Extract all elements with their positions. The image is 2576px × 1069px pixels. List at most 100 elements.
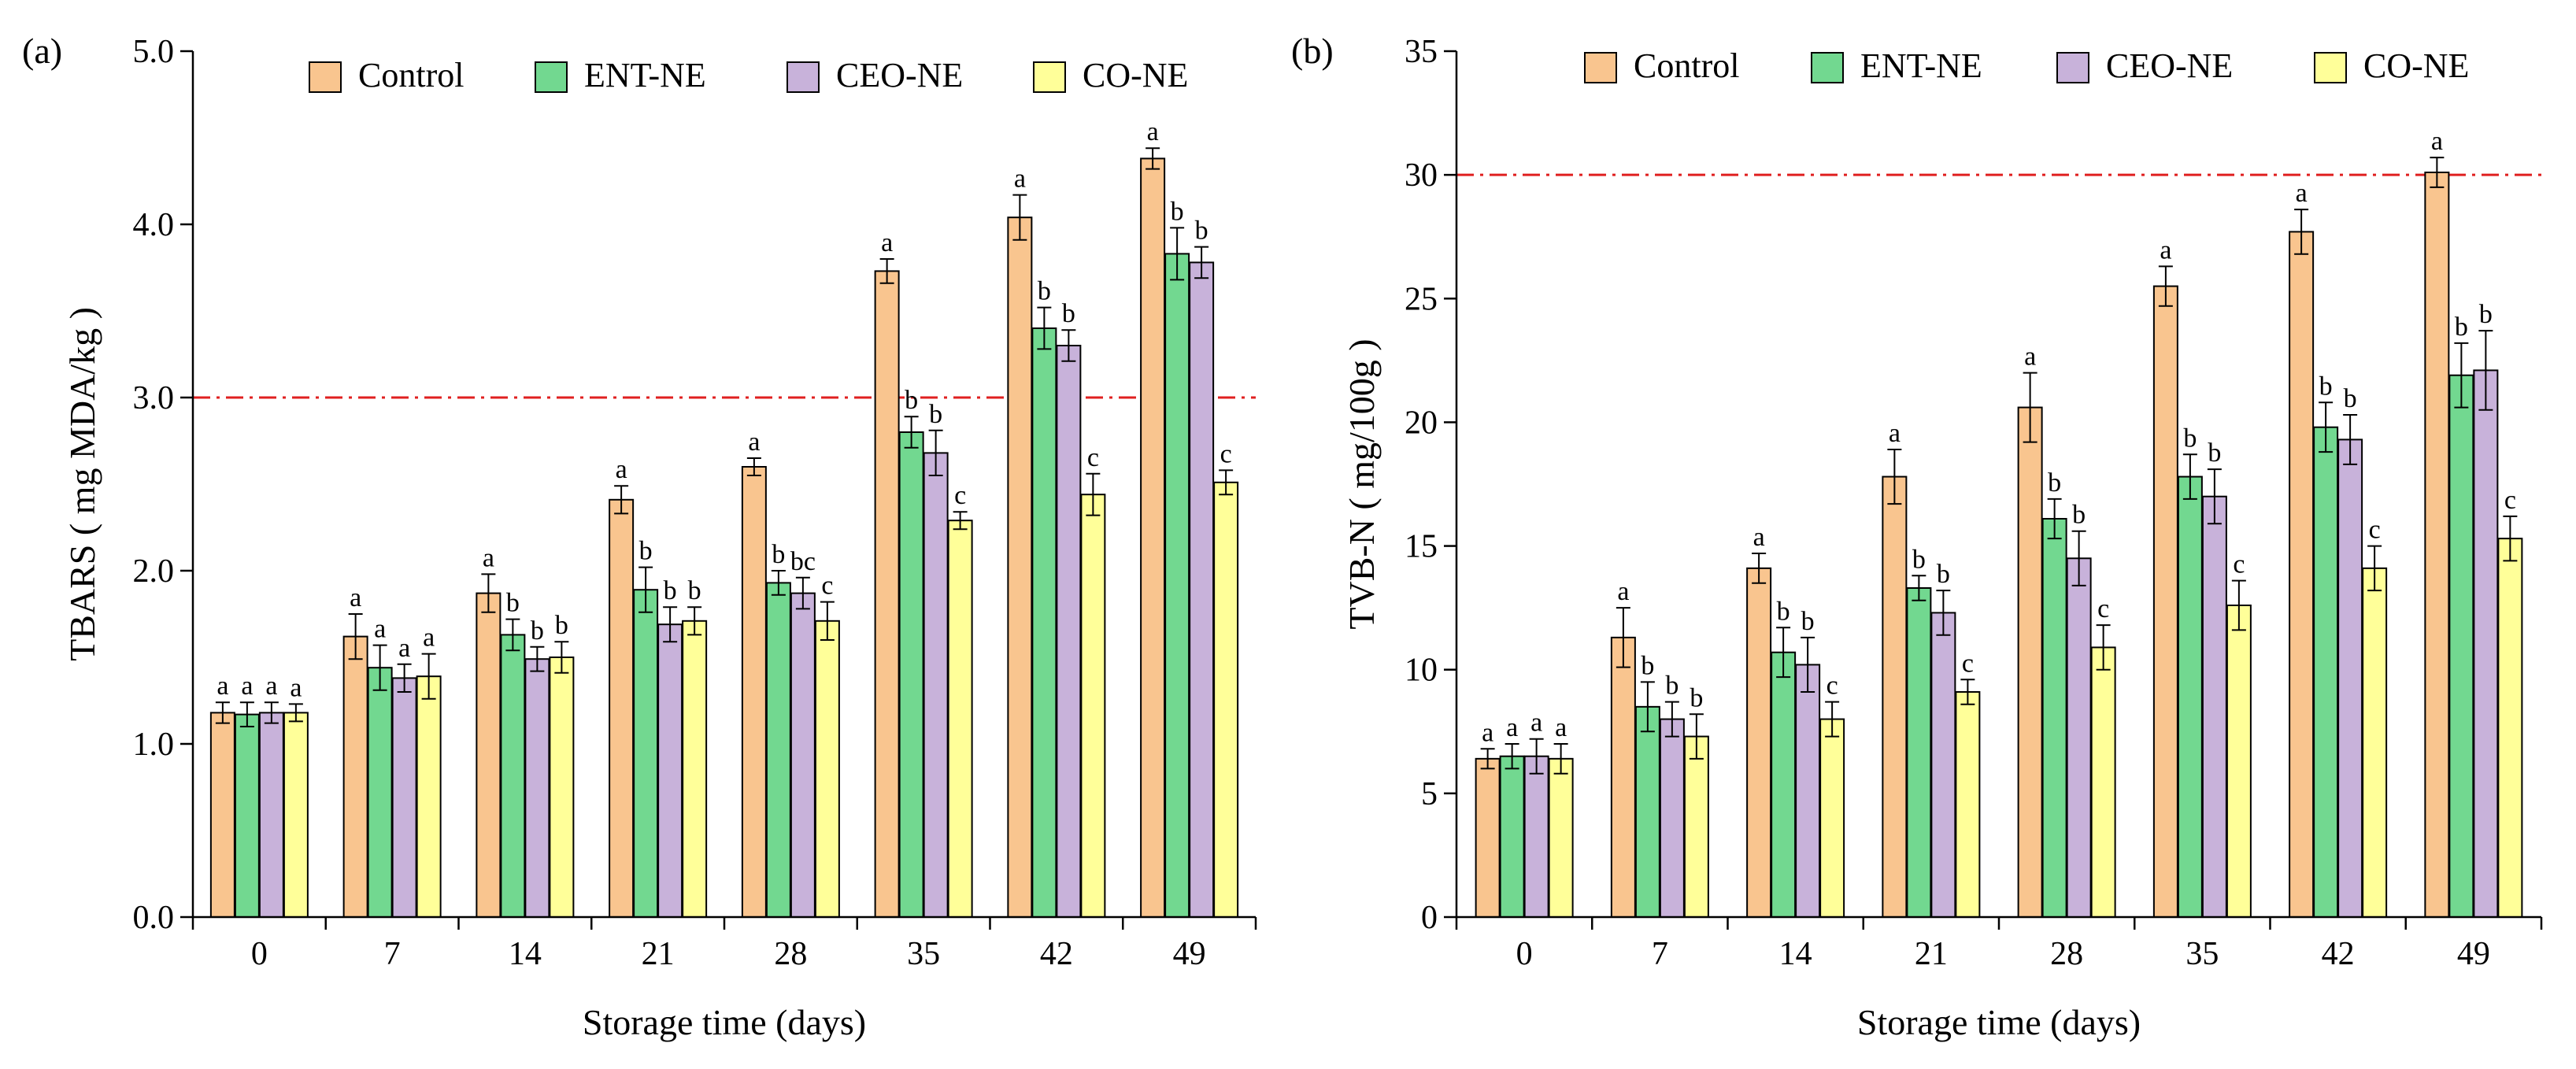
significance-label: a (423, 623, 435, 653)
x-tick-label: 7 (384, 936, 401, 972)
significance-label: c (1962, 649, 1974, 678)
significance-label: b (664, 576, 677, 605)
bar (1031, 327, 1057, 918)
significance-label: b (2048, 468, 2061, 498)
y-tick-label: 1.0 (133, 727, 175, 763)
significance-label: a (374, 615, 386, 644)
significance-label: b (531, 616, 544, 645)
bar (1548, 757, 1574, 918)
significance-label: c (1827, 671, 1838, 701)
x-tick-label: 49 (1173, 936, 1206, 972)
significance-label: b (929, 400, 942, 429)
significance-label: a (1753, 523, 1765, 552)
legend-swatch (2056, 52, 2089, 83)
x-tick-label: 42 (1040, 936, 1073, 972)
bar (1771, 651, 1797, 918)
significance-label: c (821, 571, 833, 601)
bar (1795, 664, 1821, 919)
y-tick-label: 25 (1405, 281, 1438, 317)
bar (2177, 475, 2203, 918)
panel-label: (b) (1291, 31, 1334, 71)
significance-label: c (2233, 550, 2245, 579)
significance-label: a (217, 671, 228, 701)
significance-label: b (772, 540, 785, 569)
significance-label: b (1171, 197, 1184, 226)
bar (947, 520, 973, 918)
significance-label: a (1506, 713, 1518, 742)
significance-label: a (398, 634, 410, 663)
legend-swatch (535, 61, 568, 93)
significance-label: a (265, 671, 277, 701)
x-axis-title: Storage time (days) (1857, 1002, 2141, 1042)
bar (283, 712, 309, 919)
bar (1882, 475, 1908, 918)
significance-label: a (881, 228, 893, 257)
bar (2090, 646, 2116, 919)
significance-label: a (1014, 165, 1026, 194)
bar (2362, 567, 2388, 918)
bar (2497, 538, 2523, 919)
significance-label: b (2183, 424, 2197, 453)
bar (609, 498, 635, 918)
x-tick-label: 42 (2322, 936, 2355, 972)
bar (1164, 253, 1190, 918)
bar (549, 657, 575, 918)
bar (2066, 557, 2092, 918)
bar (1007, 216, 1033, 918)
bar (633, 589, 659, 918)
legend-label: ENT-NE (584, 56, 706, 94)
significance-label: a (350, 583, 361, 612)
bar (367, 667, 393, 918)
significance-label: b (2072, 501, 2086, 530)
legend-label: Control (1634, 46, 1739, 85)
y-tick-label: 4.0 (133, 207, 175, 243)
significance-label: a (748, 427, 760, 457)
y-tick-label: 30 (1405, 157, 1438, 194)
significance-label: b (1801, 607, 1815, 636)
significance-label: b (2455, 313, 2468, 342)
y-tick-label: 2.0 (133, 553, 175, 590)
bar (2226, 605, 2252, 918)
x-tick-label: 0 (251, 936, 268, 972)
significance-label: a (2296, 179, 2308, 208)
significance-label: a (1889, 419, 1901, 448)
bar (1056, 345, 1082, 918)
y-tick-label: 10 (1405, 653, 1438, 689)
bar (209, 712, 235, 919)
significance-label: b (1937, 560, 1950, 589)
bar (682, 620, 708, 918)
bar (2313, 426, 2339, 918)
bar (1634, 705, 1660, 918)
x-tick-label: 28 (2050, 936, 2083, 972)
y-tick-label: 0.0 (133, 900, 175, 936)
significance-label: a (2024, 342, 2036, 372)
bar (1475, 757, 1501, 918)
significance-label: c (2504, 486, 2516, 515)
significance-label: b (1038, 277, 1051, 306)
x-axis-title: Storage time (days) (583, 1002, 866, 1042)
bar (258, 712, 284, 919)
significance-label: a (1617, 577, 1629, 606)
y-tick-label: 0 (1421, 900, 1438, 936)
significance-label: b (2479, 300, 2493, 329)
significance-label: b (2319, 372, 2333, 401)
legend-label: CEO-NE (2106, 46, 2233, 85)
significance-label: a (2431, 127, 2443, 156)
significance-label: b (555, 611, 568, 640)
significance-label: a (290, 673, 302, 702)
bar (814, 620, 840, 918)
bar (765, 582, 791, 919)
x-tick-label: 35 (907, 936, 940, 972)
bar (2337, 438, 2363, 918)
x-tick-label: 14 (1779, 936, 1812, 972)
y-tick-label: 20 (1405, 405, 1438, 441)
legend-swatch (2314, 52, 2347, 83)
bar (391, 677, 417, 919)
bar (1189, 261, 1215, 918)
significance-label: bc (790, 547, 816, 576)
bar (1906, 587, 1932, 918)
y-axis-title: TVB-N ( mg/100g ) (1342, 338, 1382, 629)
bar (1080, 494, 1106, 918)
y-tick-label: 5.0 (133, 34, 175, 70)
